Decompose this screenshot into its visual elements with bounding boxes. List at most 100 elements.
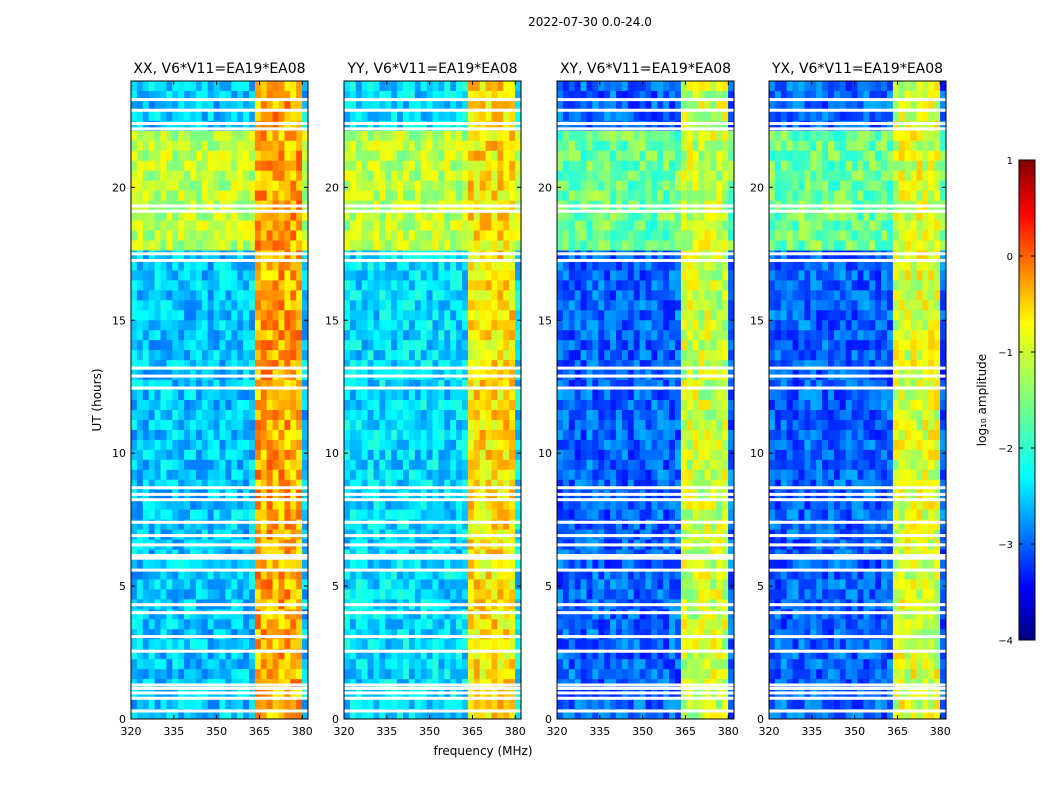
heatmap-cell — [651, 300, 658, 311]
heatmap-cell — [473, 160, 481, 172]
heatmap-cell — [302, 569, 309, 580]
heatmap-cell — [616, 180, 623, 192]
heatmap-cell — [491, 629, 498, 640]
heatmap-cell — [249, 360, 256, 371]
heatmap-cell — [136, 400, 144, 411]
heatmap-cell — [485, 340, 492, 351]
heatmap-cell — [621, 350, 629, 361]
heatmap-cell — [645, 400, 652, 411]
heatmap-cell — [639, 300, 646, 311]
heatmap-cell — [568, 400, 576, 411]
heatmap-cell — [426, 579, 433, 590]
heatmap-cell — [568, 230, 576, 241]
heatmap-cell — [278, 220, 285, 231]
heatmap-cell — [692, 340, 699, 351]
heatmap-cell — [367, 380, 374, 391]
heatmap-cell — [260, 260, 268, 271]
heatmap-cell — [450, 150, 457, 162]
heatmap-cell — [344, 250, 351, 261]
heatmap-cell — [237, 429, 244, 441]
heatmap-cell — [184, 519, 191, 530]
heatmap-cell — [722, 320, 729, 331]
heatmap-cell — [450, 400, 457, 411]
heatmap-cell — [361, 170, 368, 182]
heatmap-cell — [260, 240, 268, 251]
heatmap-cell — [616, 90, 623, 102]
heatmap-cell — [497, 649, 504, 660]
heatmap-cell — [361, 479, 368, 491]
heatmap-cell — [136, 240, 144, 251]
heatmap-cell — [722, 210, 729, 221]
heatmap-cell — [131, 589, 138, 600]
heatmap-cell — [391, 509, 398, 521]
heatmap-cell — [604, 409, 611, 421]
heatmap-cell — [166, 709, 173, 720]
heatmap-cell — [249, 709, 256, 720]
heatmap-cell — [432, 419, 439, 431]
heatmap-cell — [296, 130, 303, 142]
heatmap-cell — [266, 81, 273, 92]
heatmap-cell — [657, 100, 664, 112]
heatmap-cell — [509, 81, 516, 92]
heatmap-cell — [450, 609, 457, 620]
heatmap-cell — [414, 609, 422, 620]
heatmap-cell — [349, 569, 357, 580]
heatmap-cell — [462, 340, 469, 351]
heatmap-cell — [497, 659, 504, 670]
heatmap-cell — [231, 449, 238, 461]
heatmap-cell — [604, 140, 611, 152]
heatmap-cell — [704, 220, 711, 231]
heatmap-cell — [639, 180, 646, 192]
heatmap-cell — [462, 160, 469, 172]
heatmap-cell — [172, 699, 179, 710]
heatmap-cell — [450, 699, 457, 710]
heatmap-cell — [361, 469, 368, 481]
heatmap-cell — [172, 160, 179, 172]
heatmap-cell — [302, 320, 309, 331]
heatmap-cell — [403, 190, 410, 202]
heatmap-cell — [479, 559, 486, 570]
heatmap-cell — [473, 569, 481, 580]
heatmap-cell — [260, 439, 268, 451]
heatmap-cell — [391, 140, 398, 152]
heatmap-cell — [160, 380, 167, 391]
heatmap-cell — [473, 709, 481, 720]
heatmap-cell — [557, 180, 564, 192]
heatmap-cell — [249, 639, 256, 650]
heatmap-cell — [349, 310, 357, 321]
heatmap-cell — [450, 300, 457, 311]
heatmap-cell — [426, 160, 433, 172]
heatmap-cell — [225, 240, 232, 251]
heatmap-cell — [272, 110, 279, 122]
heatmap-cell — [373, 240, 380, 251]
heatmap-cell — [610, 330, 617, 341]
heatmap-cell — [142, 100, 150, 112]
heatmap-cell — [272, 120, 279, 132]
heatmap-cell — [367, 240, 374, 251]
heatmap-cell — [254, 639, 262, 650]
heatmap-cell — [403, 310, 410, 321]
heatmap-cell — [397, 350, 404, 361]
heatmap-cell — [136, 380, 144, 391]
heatmap-cell — [231, 320, 238, 331]
heatmap-cell — [278, 629, 285, 640]
heatmap-cell — [131, 220, 138, 231]
heatmap-cell — [349, 140, 357, 152]
heatmap-cell — [355, 160, 363, 172]
heatmap-cell — [136, 310, 144, 321]
heatmap-cell — [391, 699, 398, 710]
heatmap-cell — [450, 649, 457, 660]
heatmap-cell — [213, 130, 220, 142]
heatmap-cell — [207, 439, 214, 451]
heatmap-cell — [485, 180, 492, 192]
heatmap-cell — [296, 170, 303, 182]
heatmap-cell — [675, 160, 682, 172]
heatmap-cell — [503, 220, 510, 231]
heatmap-cell — [237, 160, 244, 172]
heatmap-cell — [225, 170, 232, 182]
heatmap-cell — [131, 350, 138, 361]
heatmap-cell — [403, 290, 410, 301]
heatmap-cell — [432, 469, 439, 481]
heatmap-cell — [604, 320, 611, 331]
heatmap-cell — [166, 469, 173, 481]
